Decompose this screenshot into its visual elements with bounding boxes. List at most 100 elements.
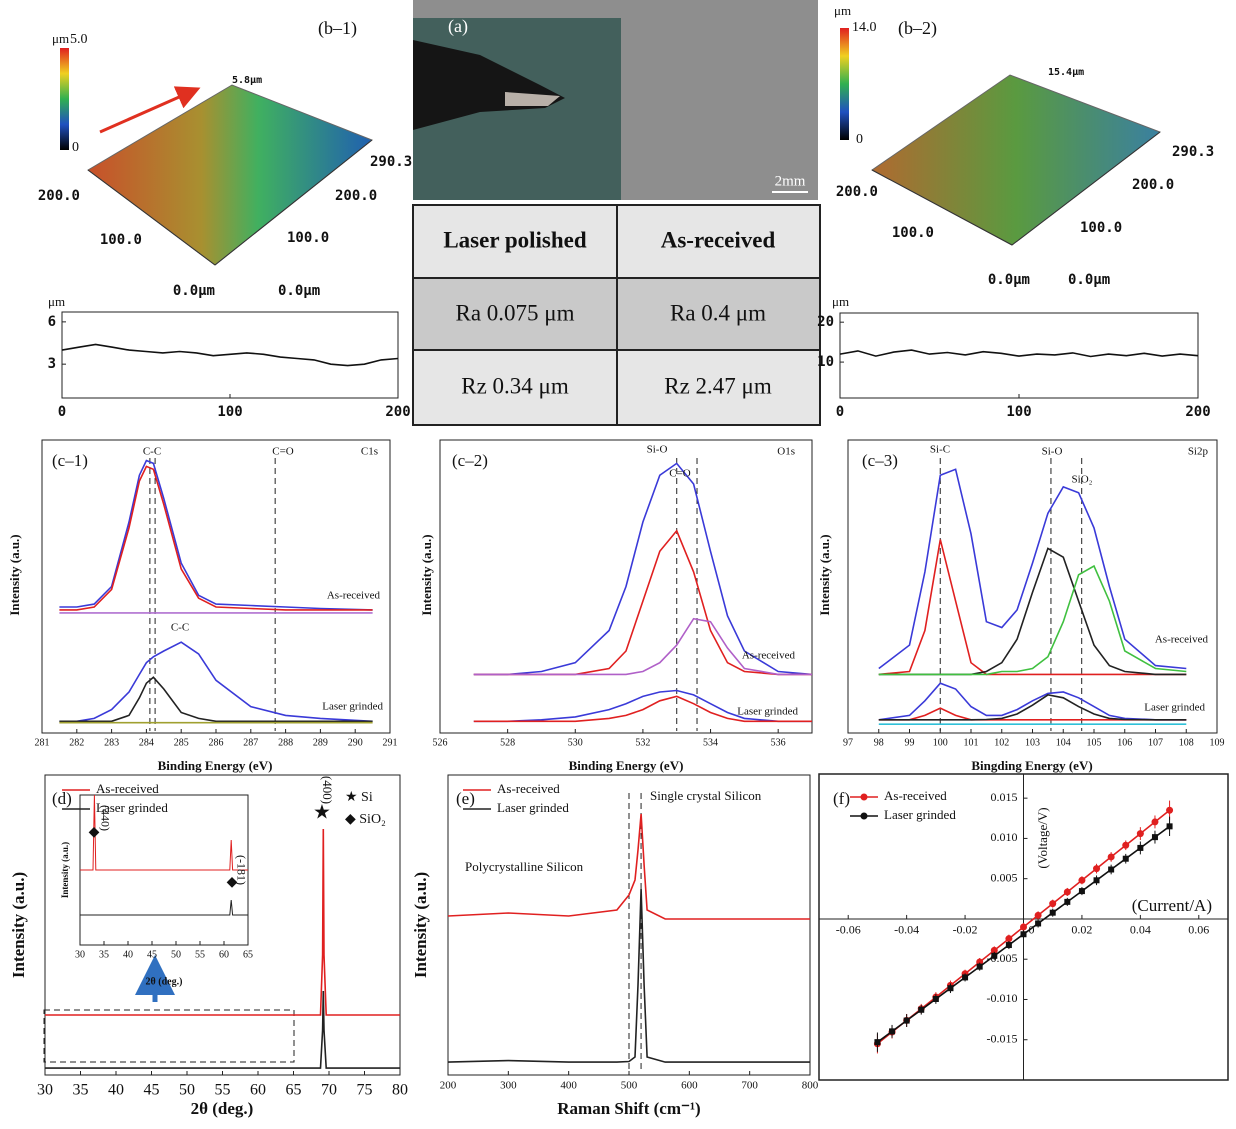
x-tick-label: 30 bbox=[75, 949, 85, 960]
x-tick-label: 0 bbox=[58, 404, 66, 420]
x-axis-label: 2θ (deg.) bbox=[191, 1099, 254, 1118]
y-axis-label: Intensity (a.u.) bbox=[9, 872, 28, 978]
axis-label: 0.0μm bbox=[988, 272, 1030, 288]
x-axis-label: Bingding Energy (eV) bbox=[971, 758, 1092, 773]
x-tick-label: 530 bbox=[568, 737, 583, 748]
axis-label: 200.0 bbox=[1132, 177, 1174, 193]
axis bbox=[871, 169, 1013, 246]
x-tick-label: 290 bbox=[348, 737, 363, 748]
x-tick-label: 286 bbox=[209, 737, 224, 748]
series-line bbox=[45, 828, 400, 1016]
annotation: Si-C bbox=[930, 444, 950, 456]
panel-label: (c–2) bbox=[452, 451, 488, 470]
x-tick-label: 97 bbox=[843, 737, 853, 748]
x-tick-label: 104 bbox=[1056, 737, 1071, 748]
colorbar bbox=[60, 48, 69, 150]
y-axis-label: Intensity (a.u.) bbox=[60, 842, 70, 898]
series-line bbox=[473, 689, 812, 723]
axis-label: 100.0 bbox=[100, 232, 142, 248]
colorbar-min: 0 bbox=[72, 140, 79, 155]
series-line bbox=[80, 899, 248, 916]
x-tick-label: 65 bbox=[286, 1082, 302, 1099]
x-axis-label: 2θ (deg.) bbox=[146, 976, 183, 987]
marker bbox=[1049, 900, 1057, 908]
x-tick-label: 108 bbox=[1179, 737, 1194, 748]
series-line bbox=[878, 564, 1187, 676]
x-tick-label: 287 bbox=[243, 737, 258, 748]
annotation: (-181) bbox=[234, 855, 248, 885]
colorbar-unit: μm bbox=[52, 31, 69, 46]
marker bbox=[1166, 806, 1174, 814]
marker bbox=[1122, 855, 1129, 862]
series-line bbox=[59, 641, 373, 723]
panel-label: (f) bbox=[833, 789, 850, 808]
series-line bbox=[473, 462, 813, 676]
x-tick-label: 0.04 bbox=[1130, 923, 1151, 937]
series-line bbox=[80, 794, 248, 871]
series-line bbox=[447, 888, 810, 1063]
series-line bbox=[878, 468, 1187, 670]
colorbar bbox=[840, 28, 849, 140]
y-tick-label: 0.015 bbox=[991, 790, 1018, 804]
x-tick-label: 526 bbox=[433, 737, 448, 748]
table bbox=[412, 204, 821, 426]
y-tick-label: 20 bbox=[817, 314, 834, 330]
marker bbox=[1020, 931, 1027, 938]
x-tick-label: 0.06 bbox=[1188, 923, 1209, 937]
axis-label: 290.3 bbox=[370, 154, 412, 170]
axis-label: 290.3 bbox=[1172, 144, 1214, 160]
x-tick-label: 99 bbox=[905, 737, 915, 748]
axis-label: 0.0μm bbox=[1068, 272, 1110, 288]
series-line bbox=[59, 459, 373, 611]
x-tick-label: 536 bbox=[771, 737, 786, 748]
x-tick-label: 282 bbox=[69, 737, 84, 748]
x-tick-label: 200 bbox=[385, 404, 410, 420]
x-tick-label: 30 bbox=[37, 1082, 53, 1099]
x-tick-label: 60 bbox=[250, 1082, 266, 1099]
x-tick-label: 100 bbox=[1006, 404, 1031, 420]
x-tick-label: 500 bbox=[621, 1080, 638, 1092]
marker bbox=[874, 1039, 881, 1046]
scale-label: 2mm bbox=[775, 173, 806, 189]
x-tick-label: 98 bbox=[874, 737, 884, 748]
x-axis-label: (Current/A) bbox=[1132, 896, 1212, 915]
legend-label: Laser grinded bbox=[96, 800, 168, 815]
photo bbox=[413, 0, 818, 200]
marker bbox=[1166, 823, 1173, 830]
x-tick-label: 102 bbox=[994, 737, 1009, 748]
marker bbox=[976, 963, 983, 970]
x-tick-label: 45 bbox=[144, 1082, 160, 1099]
y-axis-label: Intensity (a.u.) bbox=[817, 534, 832, 615]
annotation: Polycrystalline Silicon bbox=[465, 859, 584, 874]
x-tick-label: -0.04 bbox=[894, 923, 919, 937]
plot-frame bbox=[847, 439, 1218, 734]
y-tick-label: -0.010 bbox=[987, 991, 1018, 1005]
x-tick-label: 288 bbox=[278, 737, 293, 748]
x-tick-label: 289 bbox=[313, 737, 328, 748]
annotation: Si2p bbox=[1188, 446, 1209, 458]
y-axis-label: μm bbox=[48, 294, 65, 309]
series-line bbox=[473, 617, 812, 676]
axis-label: 100.0 bbox=[892, 225, 934, 241]
series-line bbox=[839, 349, 1199, 358]
x-tick-label: 528 bbox=[500, 737, 515, 748]
marker bbox=[1108, 866, 1115, 873]
table-header-cell: Laser polished bbox=[443, 227, 587, 252]
y-axis-label: (Voltage/V) bbox=[1035, 807, 1050, 868]
annotation: Si-O bbox=[647, 444, 668, 456]
x-tick-label: 291 bbox=[383, 737, 398, 748]
legend-marker bbox=[860, 793, 868, 801]
x-tick-label: 285 bbox=[174, 737, 189, 748]
panel-label: (a) bbox=[448, 16, 468, 37]
annotation: ★ bbox=[313, 802, 331, 824]
probe-tip bbox=[505, 92, 560, 106]
x-tick-label: 700 bbox=[741, 1080, 758, 1092]
annotation: C-C bbox=[171, 622, 189, 634]
x-axis-label: Binding Energy (eV) bbox=[158, 758, 273, 773]
table-cell: Rz 0.34 μm bbox=[461, 373, 569, 398]
marker bbox=[1034, 911, 1042, 919]
x-tick-label: 0 bbox=[836, 404, 844, 420]
colorbar-min: 0 bbox=[856, 132, 863, 147]
marker bbox=[991, 952, 998, 959]
x-tick-label: 0.02 bbox=[1071, 923, 1092, 937]
